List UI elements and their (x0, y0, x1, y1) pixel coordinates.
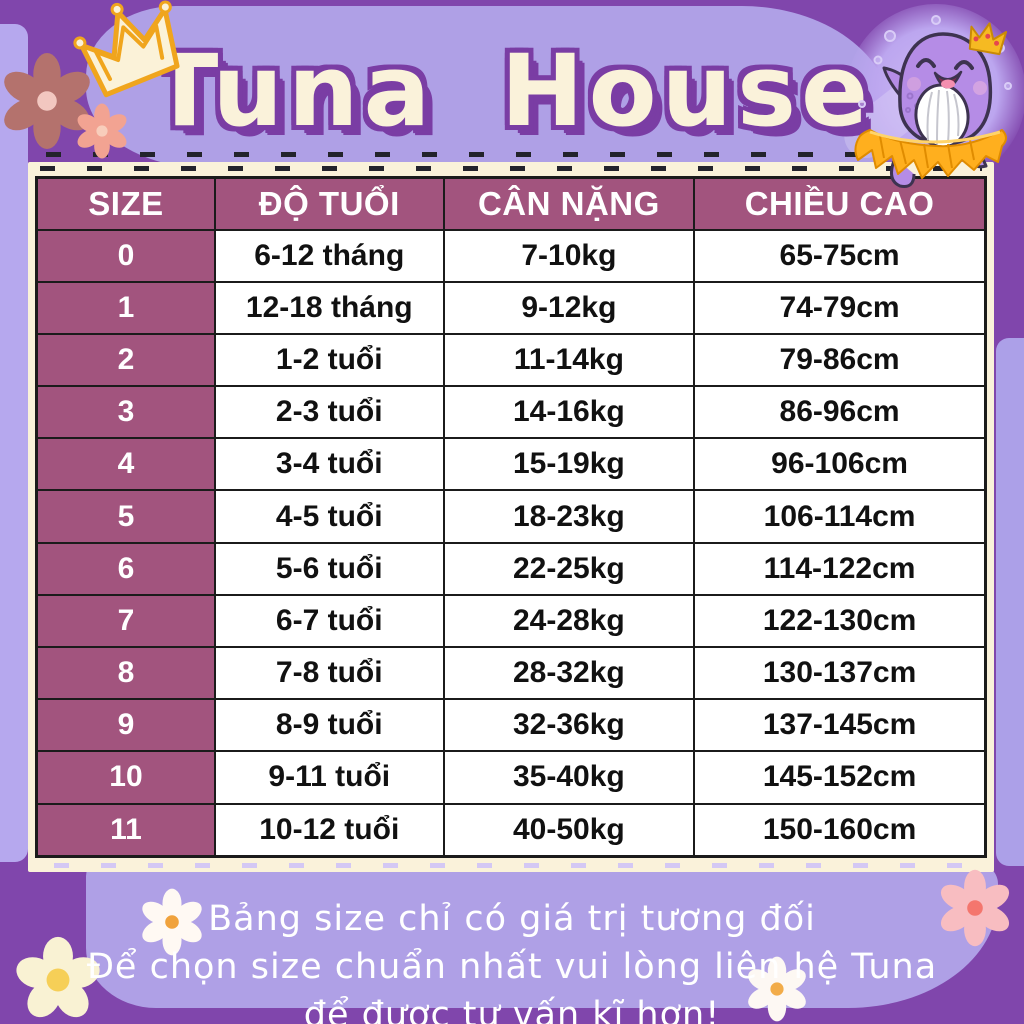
cell-age: 7-8 tuổi (213, 645, 445, 701)
cell-age: 12-18 tháng (213, 280, 445, 335)
cell-age: 2-3 tuổi (213, 385, 445, 440)
cell-height: 65-75cm (693, 228, 987, 283)
table-row: 8 7-8 tuổi 28-32kg 130-137cm (35, 645, 987, 701)
stitch-dashes-panel-bottom (54, 863, 982, 868)
cell-age: 9-11 tuổi (213, 750, 445, 805)
table-row: 5 4-5 tuổi 18-23kg 106-114cm (35, 489, 987, 544)
cell-size: 10 (35, 750, 216, 805)
table-row: 0 6-12 tháng 7-10kg 65-75cm (35, 228, 987, 283)
lavender-blob-top (86, 6, 892, 168)
cell-age: 8-9 tuổi (213, 698, 445, 753)
cell-height: 150-160cm (693, 802, 987, 858)
lavender-blob-bottom (86, 858, 998, 1008)
crown-icon (73, 0, 180, 98)
cell-weight: 9-12kg (442, 280, 696, 335)
cell-size: 9 (35, 698, 216, 753)
cell-age: 10-12 tuổi (213, 802, 445, 858)
footer-note: Bảng size chỉ có giá trị tương đối Để ch… (0, 895, 1024, 1024)
col-header-weight: CÂN NẶNG (442, 176, 696, 231)
footer-line-3: để được tư vấn kĩ hơn! (303, 995, 721, 1024)
stitch-dashes-top (46, 152, 976, 157)
cell-size: 3 (35, 385, 216, 440)
cell-size: 7 (35, 593, 216, 649)
flower-icon (74, 103, 130, 159)
cell-age: 3-4 tuổi (213, 437, 445, 492)
cell-height: 106-114cm (693, 489, 987, 544)
cell-size: 0 (35, 228, 216, 283)
cell-height: 145-152cm (693, 750, 987, 805)
cell-weight: 28-32kg (442, 645, 696, 701)
flower-icon (744, 956, 810, 1022)
cell-age: 4-5 tuổi (213, 489, 445, 544)
flower-icon (138, 888, 206, 956)
cell-size: 8 (35, 645, 216, 701)
cell-age: 6-7 tuổi (213, 593, 445, 649)
cell-weight: 14-16kg (442, 385, 696, 440)
lavender-strip-right (996, 338, 1024, 866)
col-header-size: SIZE (35, 176, 216, 231)
flower-icon (936, 869, 1014, 947)
cell-height: 79-86cm (693, 332, 987, 388)
cell-size: 5 (35, 489, 216, 544)
cell-height: 96-106cm (693, 437, 987, 492)
table-row: 9 8-9 tuổi 32-36kg 137-145cm (35, 698, 987, 753)
table-row: 1 12-18 tháng 9-12kg 74-79cm (35, 280, 987, 335)
cell-weight: 22-25kg (442, 541, 696, 596)
cell-weight: 35-40kg (442, 750, 696, 805)
cell-height: 114-122cm (693, 541, 987, 596)
cell-age: 6-12 tháng (213, 228, 445, 283)
col-header-height: CHIỀU CAO (693, 176, 987, 231)
size-table-body: 0 6-12 tháng 7-10kg 65-75cm 1 12-18 thán… (35, 228, 987, 858)
cell-height: 130-137cm (693, 645, 987, 701)
stitch-dashes-panel-top (40, 166, 982, 171)
table-row: 7 6-7 tuổi 24-28kg 122-130cm (35, 593, 987, 649)
cell-height: 74-79cm (693, 280, 987, 335)
cell-weight: 11-14kg (442, 332, 696, 388)
cell-age: 1-2 tuổi (213, 332, 445, 388)
octopus-mascot-icon (854, 15, 1012, 188)
table-row: 4 3-4 tuổi 15-19kg 96-106cm (35, 437, 987, 492)
table-row: 2 1-2 tuổi 11-14kg 79-86cm (35, 332, 987, 388)
table-row: 11 10-12 tuổi 40-50kg 150-160cm (35, 802, 987, 858)
col-header-age: ĐỘ TUỔI (213, 176, 445, 231)
table-row: 3 2-3 tuổi 14-16kg 86-96cm (35, 385, 987, 440)
cell-size: 6 (35, 541, 216, 596)
cell-height: 86-96cm (693, 385, 987, 440)
cell-size: 4 (35, 437, 216, 492)
size-chart-table: SIZE ĐỘ TUỔI CÂN NẶNG CHIỀU CAO 0 6-12 t… (35, 176, 987, 858)
footer-line-2: Để chọn size chuẩn nhất vui lòng liên hệ… (86, 947, 938, 987)
footer-line-1: Bảng size chỉ có giá trị tương đối (208, 899, 816, 939)
header-row: SIZE ĐỘ TUỔI CÂN NẶNG CHIỀU CAO (35, 176, 987, 231)
cell-size: 11 (35, 802, 216, 858)
cell-height: 137-145cm (693, 698, 987, 753)
cell-height: 122-130cm (693, 593, 987, 649)
cell-size: 1 (35, 280, 216, 335)
lavender-strip-left (0, 24, 28, 862)
cell-weight: 7-10kg (442, 228, 696, 283)
brand-title: Tuna House (150, 34, 874, 149)
table-row: 10 9-11 tuổi 35-40kg 145-152cm (35, 750, 987, 805)
table-row: 6 5-6 tuổi 22-25kg 114-122cm (35, 541, 987, 596)
cell-age: 5-6 tuổi (213, 541, 445, 596)
cell-weight: 24-28kg (442, 593, 696, 649)
flower-icon (14, 936, 102, 1024)
cell-weight: 15-19kg (442, 437, 696, 492)
cell-weight: 18-23kg (442, 489, 696, 544)
cell-size: 2 (35, 332, 216, 388)
cell-weight: 32-36kg (442, 698, 696, 753)
size-chart-panel: SIZE ĐỘ TUỔI CÂN NẶNG CHIỀU CAO 0 6-12 t… (28, 162, 994, 872)
cell-weight: 40-50kg (442, 802, 696, 858)
